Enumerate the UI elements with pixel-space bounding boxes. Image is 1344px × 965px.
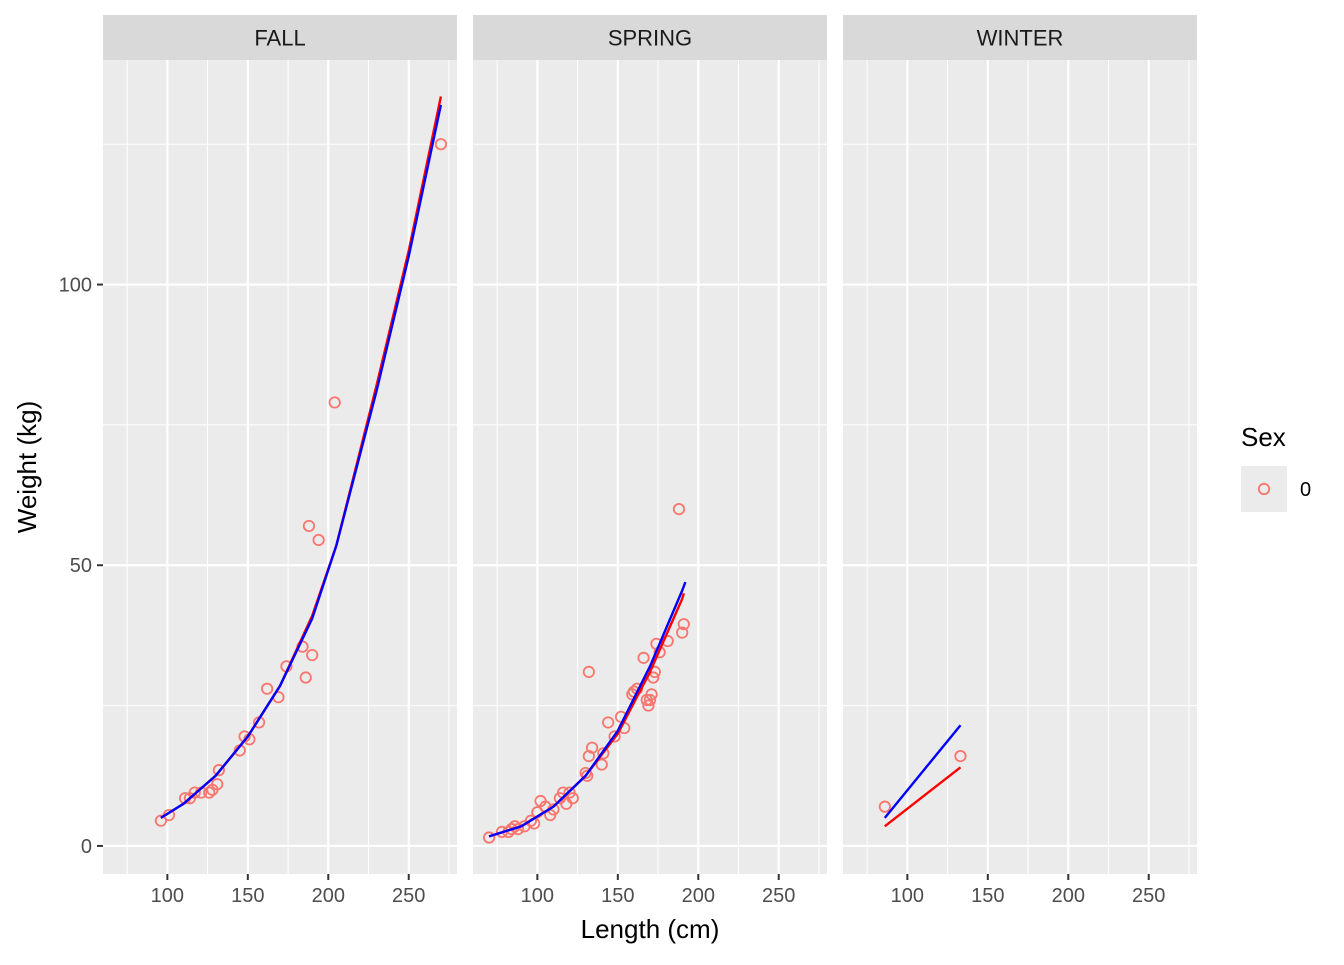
x-tick-label: 250 [1132,885,1165,907]
x-tick-label: 250 [762,885,795,907]
panel-winter: WINTER 100 150 200 250 [843,15,1197,907]
y-tick-label: 50 [70,555,92,577]
data-point [585,741,599,754]
x-tick-label: 150 [971,885,1004,907]
panel-spring: SPRING 100 150 200 250 [473,15,827,907]
fit-line-blue [160,104,443,819]
y-axis-title: Weight (kg) [12,401,42,533]
x-tick-label: 100 [521,885,554,907]
data-point [302,519,316,533]
data-point [581,769,594,782]
facet-strip [103,15,457,60]
panel-background [103,60,457,874]
fit-line-blue [883,724,962,819]
facet-strip [473,15,827,60]
data-point [188,786,201,799]
x-tick-label: 150 [601,885,634,907]
data-point [608,730,621,743]
legend-title: Sex [1241,422,1286,452]
data-point [434,138,448,151]
panel-background [843,60,1197,874]
data-point [645,688,658,701]
x-tick-label: 100 [151,885,184,907]
x-tick-label: 200 [1052,885,1085,907]
data-point [524,814,538,827]
fit-line-blue [488,581,687,838]
data-layer [878,724,967,828]
data-point [643,693,657,707]
facet-strip-label: FALL [254,26,305,51]
data-point [306,648,319,662]
facet-strip-label: WINTER [977,26,1064,51]
legend-key-background [1241,466,1287,512]
data-point [299,671,312,684]
x-tick-label: 200 [312,885,345,907]
facet-strip-label: SPRING [608,26,692,51]
data-point [582,665,595,679]
fit-line-red [884,766,962,828]
x-axis-title: Length (cm) [581,914,720,944]
data-point [154,814,168,827]
data-point [602,716,615,729]
panel-background [473,60,827,874]
data-point [597,747,610,760]
x-tick-label: 250 [392,885,425,907]
data-point [328,396,341,409]
x-tick-label: 100 [891,885,924,907]
data-layer [482,503,690,844]
data-point [203,786,216,799]
data-point [482,831,496,844]
x-tick-label: 150 [231,885,264,907]
data-point [595,758,608,771]
y-tick-label: 100 [59,275,92,297]
legend-label: 0 [1300,479,1311,501]
legend: Sex 0 [1241,422,1311,512]
data-point [212,764,225,777]
data-point [954,750,967,763]
data-point [637,651,650,664]
facet-strip [843,15,1197,60]
data-point [672,503,686,516]
data-point [312,533,325,547]
panel-fall: FALL 100 150 200 250 [103,15,457,907]
data-point [211,778,224,791]
data-point [261,682,274,695]
data-point [677,618,690,631]
data-layer [154,96,448,827]
data-point [642,699,655,712]
data-point [505,822,518,836]
y-tick-label: 0 [81,836,92,858]
data-point [878,800,891,813]
legend-key-point [1257,482,1271,496]
data-point [676,626,689,639]
x-tick-label: 200 [682,885,715,907]
data-point [566,792,579,805]
